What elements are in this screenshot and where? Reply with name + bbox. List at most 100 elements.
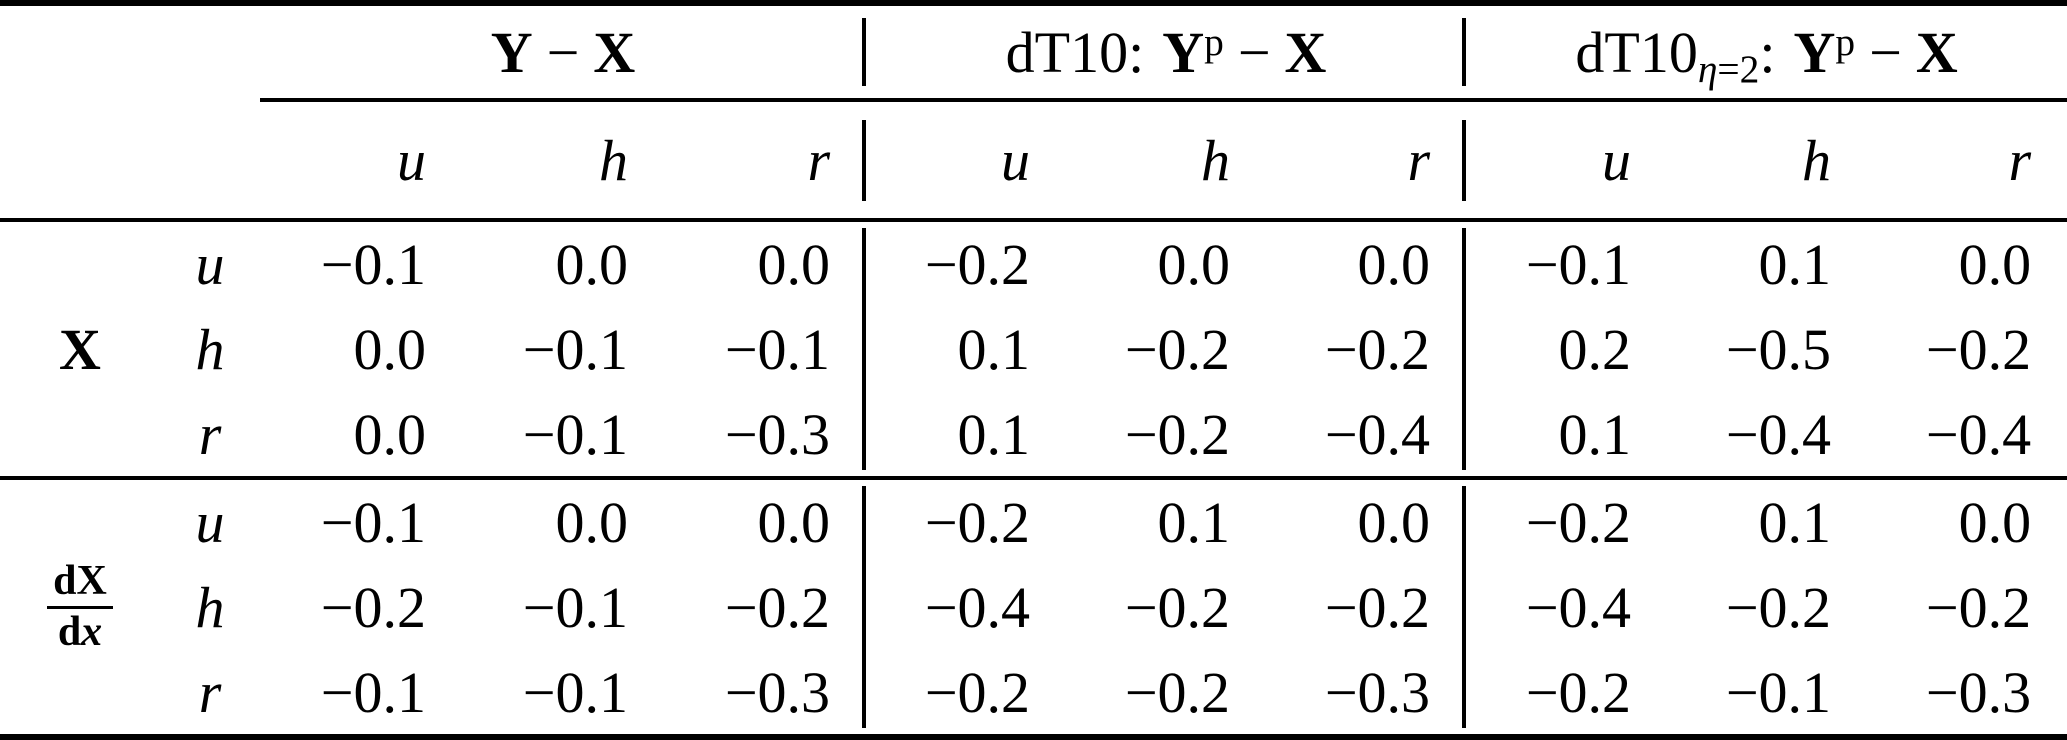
table-cell: −0.4 — [1525, 575, 1632, 641]
table-cell: −0.2 — [1925, 575, 2032, 641]
table-cell: −0.3 — [664, 392, 867, 481]
table-cell: −0.5 — [1725, 316, 1832, 382]
table-cell: 0.0 — [1157, 231, 1231, 297]
group-prefix: dT10 — [1575, 19, 1698, 85]
col-header-u: u — [866, 100, 1067, 222]
col-header-r: r — [664, 100, 867, 222]
table-cell: −0.1 — [664, 306, 867, 393]
table-cell: 0.0 — [664, 478, 867, 565]
table-cell: −0.3 — [664, 650, 867, 737]
group-colon: : — [1128, 19, 1145, 85]
minus-sign: − — [546, 19, 580, 85]
table-cell: −0.1 — [522, 575, 628, 641]
table-cell: 0.0 — [1266, 478, 1467, 565]
table-cell: −0.4 — [924, 575, 1031, 641]
table-cell: 0.0 — [1266, 219, 1467, 307]
table-cell: 0.2 — [1558, 316, 1632, 382]
y-symbol: Y — [1162, 19, 1205, 85]
row-label: u — [195, 231, 225, 297]
table-cell: −0.1 — [1725, 659, 1832, 725]
table-cell: −0.2 — [1124, 659, 1231, 725]
group-header-dt10-eta2: dT10η=2: Yp − X — [1466, 3, 2067, 103]
col-header-h: h — [1066, 100, 1267, 222]
table-cell: 0.0 — [555, 490, 629, 556]
table-row: h −0.2 −0.1 −0.2 −0.4 −0.2 −0.2 −0.4 −0.… — [0, 564, 2067, 651]
row-label: u — [195, 490, 225, 556]
table-cell: 0.0 — [1958, 490, 2032, 556]
col-header-r: r — [1266, 100, 1467, 222]
table-cell: −0.2 — [1725, 575, 1832, 641]
x-symbol: X — [593, 19, 636, 85]
table-cell: −0.1 — [522, 316, 628, 382]
row-label: r — [160, 392, 260, 481]
group-colon: : — [1759, 19, 1776, 85]
table-cell: −0.1 — [320, 659, 426, 725]
y-superscript: p — [1204, 20, 1224, 65]
x-symbol: X — [1284, 19, 1327, 85]
table-cell: 0.0 — [664, 219, 867, 307]
subheader-row: u h r u h r u h r — [0, 100, 2067, 222]
table-cell: −0.2 — [1925, 316, 2032, 382]
empty-cell — [160, 100, 260, 222]
col-header-h: h — [462, 100, 664, 222]
corner-cell — [0, 3, 260, 100]
empty-cell — [0, 100, 160, 222]
table-row: X u −0.1 0.0 0.0 −0.2 0.0 0.0 −0.1 0.1 0… — [0, 219, 2067, 481]
table-cell: −0.4 — [1867, 392, 2067, 481]
table-cell: 0.1 — [1466, 392, 1668, 481]
table-cell: −0.2 — [924, 659, 1031, 725]
table-cell: 0.1 — [1758, 231, 1832, 297]
table-cell: −0.1 — [462, 392, 664, 481]
table-cell: 0.1 — [866, 392, 1067, 481]
group-subscript: η=2 — [1697, 46, 1760, 91]
table-cell: −0.2 — [1266, 564, 1467, 651]
table-cell: −0.2 — [664, 564, 867, 651]
table-cell: −0.2 — [924, 231, 1031, 297]
table-cell: −0.2 — [1266, 306, 1467, 393]
table-cell: −0.2 — [1525, 659, 1632, 725]
table-cell: 0.0 — [260, 392, 462, 481]
table-cell: −0.2 — [1124, 575, 1231, 641]
dxdx-fraction: dX dx — [47, 558, 113, 656]
row-label: h — [195, 316, 225, 382]
minus-sign: − — [1869, 19, 1902, 85]
table-cell: −0.1 — [320, 490, 426, 556]
y-superscript: p — [1835, 20, 1856, 65]
col-header-u: u — [260, 100, 462, 222]
col-header-h: h — [1667, 100, 1868, 222]
group-header-row: Y − X dT10: Yp − X dT10η=2: Yp − X — [0, 3, 2067, 103]
table-cell: −0.2 — [1525, 490, 1632, 556]
table-cell: −0.2 — [320, 575, 426, 641]
table-cell: −0.2 — [924, 490, 1031, 556]
table-cell: −0.2 — [1066, 392, 1267, 481]
col-header-r: r — [1867, 100, 2067, 222]
table-cell: −0.2 — [1124, 316, 1231, 382]
table-cell: −0.3 — [1266, 650, 1467, 737]
table-cell: 0.1 — [1157, 490, 1231, 556]
group-header-yx: Y − X — [260, 3, 867, 103]
table-cell: −0.4 — [1266, 392, 1467, 481]
table-cell: 0.0 — [1958, 231, 2032, 297]
row-label: h — [195, 575, 225, 641]
table-row: r −0.1 −0.1 −0.3 −0.2 −0.2 −0.3 −0.2 −0.… — [0, 650, 2067, 737]
row-label: r — [198, 659, 222, 725]
table-cell: 0.1 — [1758, 490, 1832, 556]
table-cell: −0.1 — [522, 659, 628, 725]
x-symbol: X — [1915, 19, 1958, 85]
table-row: h 0.0 −0.1 −0.1 0.1 −0.2 −0.2 0.2 −0.5 −… — [0, 306, 2067, 393]
group-prefix: dT10 — [1005, 19, 1129, 85]
table-cell: 0.0 — [555, 231, 629, 297]
table-cell: −0.1 — [320, 231, 426, 297]
table-cell: −0.3 — [1925, 659, 2032, 725]
y-symbol: Y — [490, 19, 533, 85]
rowgroup-label-dxdx: dX dx — [0, 478, 160, 737]
table-row: dX dx u −0.1 0.0 0.0 −0.2 0.1 0.0 −0.2 0… — [0, 478, 2067, 655]
group-header-dt10: dT10: Yp − X — [866, 3, 1467, 103]
table-row: r 0.0 −0.1 −0.3 0.1 −0.2 −0.4 0.1 −0.4 −… — [0, 392, 2067, 481]
col-header-u: u — [1466, 100, 1668, 222]
table-cell: −0.1 — [1525, 231, 1632, 297]
table-cell: −0.4 — [1667, 392, 1868, 481]
minus-sign: − — [1237, 19, 1271, 85]
rowgroup-label-x: X — [0, 219, 160, 481]
